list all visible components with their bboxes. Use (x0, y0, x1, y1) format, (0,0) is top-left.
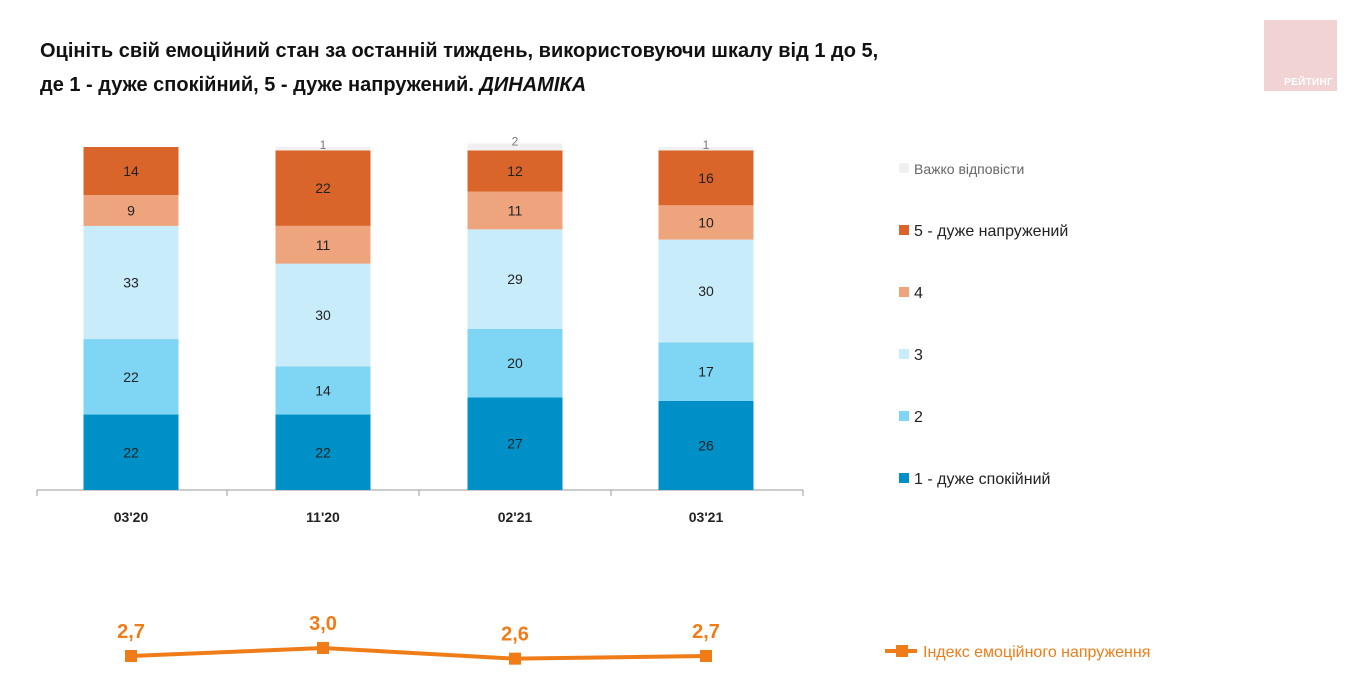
legend-marker-5 (899, 473, 909, 483)
bar-data-label-3-3: 10 (698, 214, 714, 230)
bar-data-label-3-0: 26 (698, 437, 714, 453)
bar-data-label-3-2: 30 (698, 283, 714, 299)
bar-segment-2-5 (467, 143, 563, 151)
bar-data-label-2-5: 2 (512, 135, 519, 149)
bar-data-label-2-0: 27 (507, 436, 523, 452)
bar-data-label-0-2: 33 (123, 274, 139, 290)
bar-segment-2-1 (467, 328, 563, 398)
legend-marker-0 (899, 163, 909, 173)
legend-marker-3 (899, 349, 909, 359)
bar-data-label-2-3: 11 (508, 202, 523, 218)
chart-title: Оцініть свій емоційний стан за останній … (40, 34, 1090, 102)
bar-segment-1-1 (275, 366, 371, 415)
bar-data-label-3-1: 17 (698, 364, 714, 380)
bar-segment-2-0 (467, 397, 563, 490)
bar-segment-3-5 (658, 147, 754, 151)
bar-segment-3-3 (658, 205, 754, 240)
bar-data-label-2-4: 12 (507, 163, 523, 179)
legend-label-3: 3 (914, 347, 923, 364)
index-data-label-1: 3,0 (309, 613, 337, 635)
bar-data-label-2-2: 29 (507, 271, 523, 287)
bar-segment-1-2 (275, 263, 371, 367)
bar-data-label-0-3: 9 (127, 202, 135, 218)
bar-segment-2-3 (467, 191, 563, 230)
legend-marker-2 (899, 287, 909, 297)
bar-segment-0-2 (83, 225, 179, 340)
rating-logo: РЕЙТИНГ (1264, 20, 1337, 91)
bar-segment-0-1 (83, 339, 179, 415)
legend-label-5: 1 - дуже спокійний (914, 471, 1050, 488)
legend-label-1: 5 - дуже напружений (914, 223, 1068, 240)
index-point-0 (125, 650, 137, 662)
bar-data-label-1-1: 14 (315, 383, 331, 399)
bar-data-label-3-4: 16 (698, 170, 714, 186)
legend-marker-4 (899, 411, 909, 421)
bar-data-label-0-1: 22 (123, 369, 139, 385)
bar-data-label-1-4: 22 (315, 180, 331, 196)
title-line-1: Оцініть свій емоційний стан за останній … (40, 40, 879, 62)
title-line-2-text: де 1 - дуже спокійний, 5 - дуже напружен… (40, 74, 474, 96)
index-data-label-2: 2,6 (501, 624, 529, 646)
x-tick-label-2: 02'21 (498, 509, 533, 525)
bar-data-label-3-5: 1 (703, 138, 710, 152)
bar-segment-3-1 (658, 342, 754, 401)
bar-data-label-0-4: 14 (123, 163, 139, 179)
bar-segment-1-5 (275, 147, 371, 151)
bar-data-label-1-5: 1 (320, 138, 327, 152)
bar-segment-1-3 (275, 225, 371, 264)
bar-segment-1-4 (275, 150, 371, 226)
bar-data-label-1-3: 11 (316, 237, 331, 253)
index-point-3 (700, 650, 712, 662)
index-point-1 (317, 641, 329, 654)
bar-segment-0-4 (83, 147, 179, 196)
x-tick-label-0: 03'20 (114, 509, 149, 525)
bar-segment-3-4 (658, 150, 754, 206)
legend-label-2: 4 (914, 285, 923, 302)
bar-data-label-0-0: 22 (123, 444, 139, 460)
bar-segment-0-3 (83, 195, 179, 226)
bar-data-label-1-2: 30 (315, 307, 331, 323)
title-emphasis: ДИНАМІКА (479, 74, 587, 96)
bar-segment-2-2 (467, 229, 563, 329)
x-tick-label-1: 11'20 (306, 509, 340, 525)
bar-segment-2-4 (467, 150, 563, 192)
index-data-label-0: 2,7 (117, 621, 145, 643)
index-legend-marker (896, 645, 908, 657)
bar-segment-1-0 (275, 414, 371, 490)
logo-text: РЕЙТИНГ (1284, 77, 1333, 88)
index-data-label-3: 2,7 (692, 621, 720, 643)
title-line-2: де 1 - дуже спокійний, 5 - дуже напружен… (40, 68, 1090, 102)
bar-data-label-2-1: 20 (507, 355, 523, 371)
index-legend-label: Індекс емоційного напруження (923, 644, 1150, 661)
legend-marker-1 (899, 225, 909, 235)
legend-label-0: Важко відповісти (914, 161, 1024, 177)
bar-segment-3-2 (658, 239, 754, 343)
bar-data-label-1-0: 22 (315, 444, 331, 460)
bar-segment-0-0 (83, 414, 179, 490)
x-tick-label-3: 03'21 (689, 509, 724, 525)
bar-segment-3-0 (658, 400, 754, 490)
index-point-2 (509, 652, 521, 665)
legend-label-4: 2 (914, 409, 923, 426)
index-line (130, 645, 707, 661)
